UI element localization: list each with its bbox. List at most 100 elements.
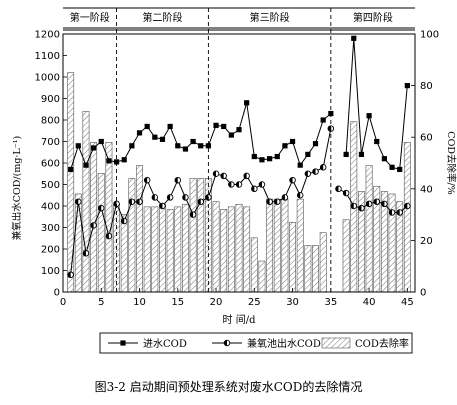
point-marker-half xyxy=(297,192,301,199)
point-marker-half xyxy=(106,233,109,239)
y-left-tick-label: 600 xyxy=(41,159,60,170)
point-effluent-cod xyxy=(327,125,335,132)
point-influent-cod xyxy=(182,146,189,152)
point-effluent-cod xyxy=(251,185,258,193)
bar-removal-rate xyxy=(197,178,205,293)
point-influent-cod xyxy=(167,123,173,130)
point-marker-half xyxy=(312,168,316,175)
point-influent-cod xyxy=(144,123,150,130)
point-marker-half xyxy=(381,201,385,207)
point-effluent-cod xyxy=(235,181,243,188)
point-influent-cod xyxy=(136,130,143,136)
point-effluent-cod xyxy=(82,250,90,257)
y-left-axis-label: 兼氧出水COD/(mg·L⁻¹) xyxy=(11,136,23,241)
bar-removal-rate xyxy=(212,201,220,293)
point-effluent-cod xyxy=(404,202,411,210)
bar-removal-rate xyxy=(342,219,350,293)
stage-label: 第二阶段 xyxy=(142,11,182,24)
point-effluent-cod xyxy=(212,170,220,177)
point-marker-half xyxy=(83,250,86,257)
point-effluent-cod xyxy=(243,172,250,180)
point-marker-half xyxy=(335,186,339,192)
point-influent-cod xyxy=(397,166,403,173)
point-marker-half xyxy=(396,209,400,216)
point-effluent-cod xyxy=(220,172,227,180)
bar-removal-rate xyxy=(243,206,251,293)
point-influent-cod xyxy=(259,157,265,163)
point-effluent-cod xyxy=(113,200,120,208)
line-layer xyxy=(67,35,411,279)
point-influent-cod xyxy=(305,151,311,157)
x-tick-label: 15 xyxy=(171,297,184,308)
point-effluent-cod xyxy=(174,176,182,184)
point-influent-cod xyxy=(68,166,74,173)
bar-removal-rate xyxy=(151,206,159,293)
point-influent-cod xyxy=(113,159,120,165)
bar-removal-rate xyxy=(159,203,166,293)
point-marker-half xyxy=(305,170,308,177)
y-left-tick-label: 900 xyxy=(41,94,60,105)
point-marker-half xyxy=(228,181,232,188)
y-left-tick-label: 400 xyxy=(41,202,60,213)
x-tick-label: 20 xyxy=(210,297,223,308)
stage-layer: 第一阶段 第二阶段 第三阶段 第四阶段 xyxy=(63,7,415,292)
point-marker-half xyxy=(174,177,178,183)
point-influent-cod xyxy=(91,145,97,151)
figure-caption: 图3-2 启动期间预处理系统对废水COD的去除情况 xyxy=(94,380,363,394)
point-marker-half xyxy=(136,198,140,205)
point-effluent-cod xyxy=(67,271,74,279)
point-influent-cod xyxy=(205,143,211,149)
stage-label: 第一阶段 xyxy=(70,11,110,24)
bar-removal-rate xyxy=(120,214,128,293)
point-influent-cod xyxy=(83,162,89,168)
point-influent-cod xyxy=(75,143,81,149)
bar-removal-rate xyxy=(296,198,304,293)
bar-removal-rate xyxy=(90,142,98,293)
x-tick-label: 0 xyxy=(60,297,66,308)
y-right-tick-label: 0 xyxy=(420,288,426,299)
bar-removal-rate xyxy=(143,206,151,293)
bar-removal-rate xyxy=(136,165,143,293)
axes-layer: 0100200300400500600700800900100011001200… xyxy=(11,30,457,327)
point-influent-cod xyxy=(381,156,387,162)
legend-swatch-hatch xyxy=(321,337,351,349)
point-influent-cod xyxy=(343,151,349,157)
point-marker-half xyxy=(289,177,293,183)
point-effluent-cod xyxy=(258,181,266,188)
point-influent-cod xyxy=(267,156,273,162)
point-marker-half xyxy=(197,198,201,205)
point-influent-cod xyxy=(389,164,395,170)
point-marker-half xyxy=(274,198,278,205)
point-effluent-cod xyxy=(350,202,358,210)
y-right-tick-label: 60 xyxy=(420,133,433,144)
point-marker-half xyxy=(243,173,247,179)
series-line-effluent-cod xyxy=(338,188,408,213)
bar-removal-rate xyxy=(128,178,136,293)
point-marker-half xyxy=(373,198,377,205)
point-effluent-cod xyxy=(189,211,197,218)
point-marker-half xyxy=(98,205,102,211)
x-tick-label: 10 xyxy=(133,297,146,308)
bar-removal-rate xyxy=(258,260,266,293)
point-marker-half xyxy=(190,211,194,218)
point-marker-half xyxy=(167,194,171,201)
point-influent-cod xyxy=(351,35,357,41)
bar-removal-rate xyxy=(289,222,297,293)
y-right-tick-label: 80 xyxy=(420,81,433,92)
y-right-tick-label: 40 xyxy=(420,184,433,195)
point-effluent-cod xyxy=(335,185,342,193)
bar-removal-rate xyxy=(304,245,312,293)
point-effluent-cod xyxy=(281,194,289,201)
bar-removal-rate xyxy=(266,198,274,293)
point-effluent-cod xyxy=(166,194,174,201)
point-effluent-cod xyxy=(381,200,388,208)
point-effluent-cod xyxy=(120,217,128,225)
bar-removal-rate xyxy=(235,203,243,293)
point-effluent-cod xyxy=(182,194,189,201)
point-marker-half xyxy=(152,194,155,201)
x-tick-label: 30 xyxy=(286,297,299,308)
bar-removal-rate xyxy=(281,198,289,293)
point-effluent-cod xyxy=(159,202,166,210)
point-marker-half xyxy=(213,170,217,177)
